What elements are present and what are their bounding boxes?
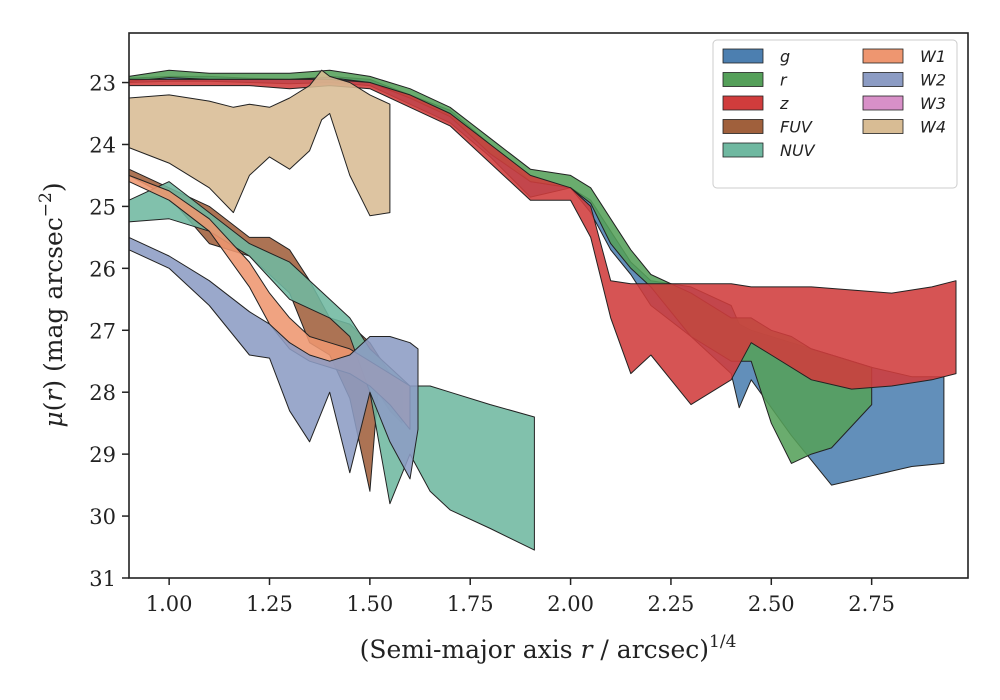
y-tick-label: 30 xyxy=(89,505,116,529)
band-w2 xyxy=(128,236,419,480)
legend-label-w1: W1 xyxy=(920,47,946,66)
legend-swatch-nuv xyxy=(722,142,764,158)
legend-label-w2: W2 xyxy=(920,71,946,90)
x-tick-label: 2.75 xyxy=(848,592,895,616)
legend-label-fuv: FUV xyxy=(780,118,813,137)
y-tick-label: 25 xyxy=(89,195,116,219)
plot-frame xyxy=(128,32,969,579)
x-tick-label: 2.00 xyxy=(547,592,594,616)
legend-swatch-r xyxy=(722,72,764,87)
legend-swatch-w1 xyxy=(862,48,904,64)
x-axis-title: (Semi-major axis r / arcsec)1/4 xyxy=(360,632,737,664)
band-z xyxy=(128,78,957,406)
legend-label-g: g xyxy=(780,47,790,66)
legend-label-z: z xyxy=(779,94,789,113)
series-bands xyxy=(128,69,957,551)
y-tick-label: 29 xyxy=(89,443,116,467)
y-tick-label: 26 xyxy=(89,257,116,281)
legend-swatch-g xyxy=(722,48,764,64)
x-tick-label: 1.25 xyxy=(246,592,293,616)
legend-swatch-w2 xyxy=(862,72,904,87)
y-axis-title: μ(r) (mag arcsec−2) xyxy=(36,182,68,427)
legend-label-w3: W3 xyxy=(920,94,946,113)
legend-swatch-z xyxy=(722,95,764,111)
x-tick-label: 1.00 xyxy=(146,592,193,616)
x-axis: 1.00 1.25 1.50 1.75 2.00 2.25 2.50 2.75 xyxy=(146,578,895,616)
x-tick-label: 1.75 xyxy=(447,592,494,616)
y-tick-label: 31 xyxy=(89,567,116,591)
legend-swatch-w3 xyxy=(862,95,904,111)
x-tick-label: 1.50 xyxy=(346,592,393,616)
x-tick-label: 2.25 xyxy=(648,592,695,616)
y-tick-label: 27 xyxy=(89,319,116,343)
legend-swatch-w4 xyxy=(862,119,904,134)
x-tick-label: 2.50 xyxy=(748,592,795,616)
band-w4 xyxy=(128,69,391,217)
legend: grz FUV NUV W1 W2 W3 W4 xyxy=(712,39,958,189)
legend-swatch-fuv xyxy=(722,119,764,134)
legend-label-w4: W4 xyxy=(920,118,946,137)
legend-label-r: r xyxy=(780,71,788,90)
y-tick-label: 28 xyxy=(89,381,116,405)
y-tick-label: 23 xyxy=(89,72,116,96)
y-tick-label: 24 xyxy=(89,133,116,157)
legend-label-nuv: NUV xyxy=(780,141,816,160)
y-axis: 23 24 25 26 27 28 29 30 31 xyxy=(89,72,129,591)
band-nuv xyxy=(128,181,535,551)
